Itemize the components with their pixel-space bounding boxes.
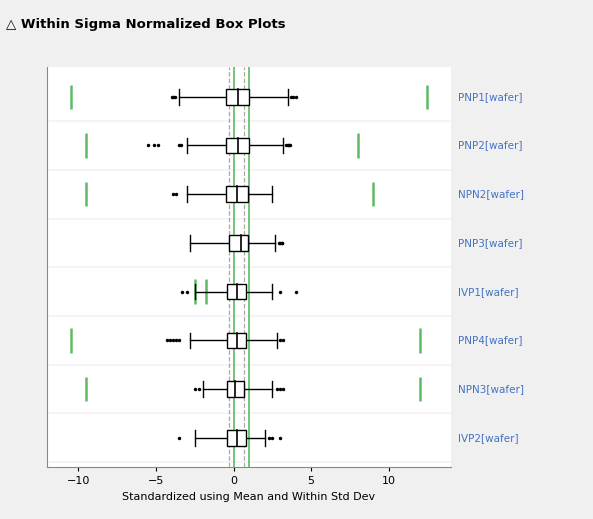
- Text: PNP1[wafer]: PNP1[wafer]: [458, 92, 522, 102]
- Bar: [227, 284, 246, 299]
- Bar: [227, 430, 246, 446]
- Bar: [227, 381, 244, 397]
- Bar: [227, 333, 246, 348]
- Text: △ Within Sigma Normalized Box Plots: △ Within Sigma Normalized Box Plots: [6, 18, 286, 32]
- Text: IVP1[wafer]: IVP1[wafer]: [458, 286, 518, 297]
- X-axis label: Standardized using Mean and Within Std Dev: Standardized using Mean and Within Std D…: [123, 491, 375, 502]
- Bar: [229, 235, 247, 251]
- Text: PNP4[wafer]: PNP4[wafer]: [458, 335, 522, 345]
- Text: NPN2[wafer]: NPN2[wafer]: [458, 189, 524, 199]
- Text: PNP2[wafer]: PNP2[wafer]: [458, 141, 522, 151]
- Bar: [226, 89, 249, 104]
- Text: IVP2[wafer]: IVP2[wafer]: [458, 433, 518, 443]
- Text: NPN3[wafer]: NPN3[wafer]: [458, 384, 524, 394]
- Bar: [226, 186, 247, 202]
- Bar: [226, 138, 249, 153]
- Text: PNP3[wafer]: PNP3[wafer]: [458, 238, 522, 248]
